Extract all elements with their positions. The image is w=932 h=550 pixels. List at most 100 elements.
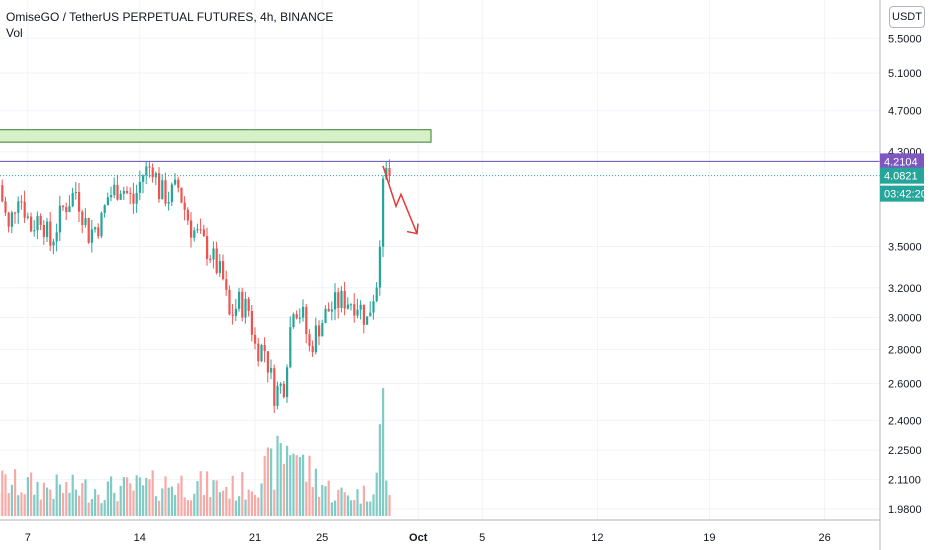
volume-bar [388, 494, 391, 516]
price-tick-label: 3.5000 [888, 242, 922, 254]
volume-bar [356, 489, 359, 516]
volume-bar [282, 463, 285, 516]
candle-body [196, 229, 199, 231]
candle-body [298, 317, 301, 319]
candle-body [318, 325, 321, 337]
candle-body [174, 179, 177, 185]
volume-bar [346, 495, 349, 516]
candle-body [183, 202, 186, 210]
volume-bar [292, 453, 295, 516]
volume-bar [20, 492, 23, 516]
volume-bar [164, 476, 167, 516]
volume-bar [321, 485, 324, 516]
volume-bar [295, 455, 298, 516]
volume-bar [84, 479, 87, 516]
volume-bar [10, 484, 13, 516]
volume-bar [161, 488, 164, 516]
volume-bar [78, 495, 81, 516]
volume-bar [183, 497, 186, 516]
volume-bar [4, 474, 7, 516]
price-tick-label: 5.1000 [888, 68, 922, 80]
volume-bar [206, 471, 209, 516]
supply-zone[interactable] [0, 129, 432, 143]
candle-body [257, 343, 260, 362]
volume-bar [154, 496, 157, 516]
volume-bar [385, 480, 388, 516]
time-tick-label: 25 [316, 532, 328, 544]
candle-body [241, 291, 244, 318]
volume-bar [7, 493, 10, 516]
price-tick-label: 3.0000 [888, 313, 922, 325]
volume-bar [110, 476, 113, 516]
high-price-label: 4.2104 [884, 156, 918, 168]
candle-body [81, 211, 84, 226]
time-tick-label: 19 [703, 532, 715, 544]
price-axis[interactable]: 5.50005.10004.70004.30003.50003.20003.00… [879, 0, 927, 550]
candle-body [289, 327, 292, 368]
candle-body [295, 314, 298, 319]
candle-body [362, 304, 365, 325]
candle-body [49, 221, 52, 246]
volume-bar [151, 470, 154, 516]
candle-body [26, 216, 29, 218]
candle-body [62, 205, 65, 208]
last-price-label: 4.0821 [884, 171, 918, 183]
supply-zone-rect [0, 129, 432, 143]
candle-body [84, 218, 87, 226]
currency-selector[interactable]: USDT [889, 6, 925, 28]
candle-body [4, 201, 7, 213]
candle-body [10, 212, 13, 227]
candle-body [334, 292, 337, 310]
volume-bar [241, 472, 244, 516]
volume-bar [369, 501, 372, 516]
price-tick-label: 2.6000 [888, 378, 922, 390]
candle-body [30, 216, 33, 232]
volume-bar [225, 486, 228, 516]
candle-body [103, 205, 106, 213]
volume-bar [343, 492, 346, 516]
candle-body [254, 334, 257, 344]
chart-title: OmiseGO / TetherUS PERPETUAL FUTURES, 4h… [6, 10, 334, 24]
volume-bar [49, 489, 52, 516]
time-axis[interactable]: 7 14 21 25 Oct 5 12 19 26 [0, 519, 880, 544]
volume-bar [308, 455, 311, 516]
volume-bar [276, 435, 279, 516]
volume-bar [129, 483, 132, 516]
price-lines [0, 160, 880, 177]
candle-body [350, 304, 353, 306]
candle-body [14, 212, 17, 214]
candle-body [209, 258, 212, 260]
volume-bar [97, 494, 100, 516]
candle-body [142, 175, 145, 182]
candle-body [311, 346, 314, 353]
time-tick-label: 14 [134, 532, 146, 544]
volume-bar [334, 500, 337, 516]
volume-bar [359, 503, 362, 516]
volume-bar [337, 489, 340, 516]
volume-bar [39, 499, 42, 516]
candle-body [132, 193, 135, 204]
candle-body [158, 173, 161, 200]
volume-bar [231, 475, 234, 516]
volume-bar [106, 481, 109, 516]
volume-bar [234, 500, 237, 516]
volume-bar [266, 447, 269, 516]
volume-bar [318, 496, 321, 516]
candle-body [97, 227, 100, 237]
candle-body [202, 229, 205, 237]
price-tick-label: 3.2000 [888, 283, 922, 295]
time-tick-label: 21 [249, 532, 261, 544]
candle-body [94, 227, 97, 230]
volume-bar [330, 502, 333, 516]
time-tick-label: 7 [25, 532, 31, 544]
volume-bar [250, 491, 253, 516]
volume-bar [126, 477, 129, 516]
forecast-arrow[interactable] [382, 165, 419, 235]
volume-bar [36, 481, 39, 516]
candle-body [42, 224, 45, 237]
time-tick-label: Oct [409, 532, 428, 544]
volume-bar [170, 486, 173, 516]
volume-bar [372, 494, 375, 516]
candle-body [215, 248, 218, 273]
